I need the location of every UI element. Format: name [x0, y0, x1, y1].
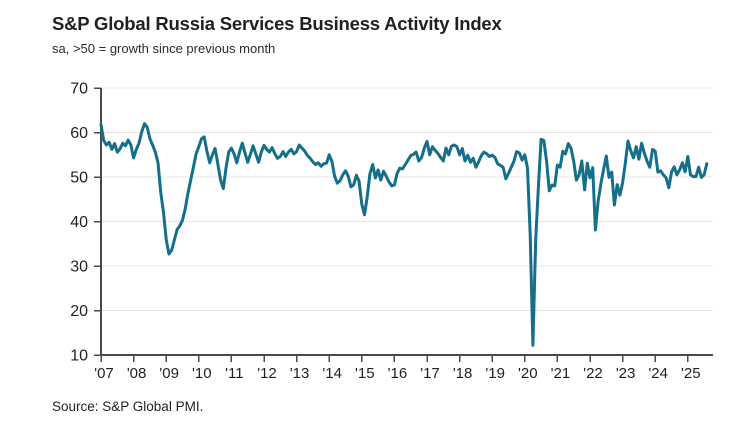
y-tick-label: 50: [70, 170, 88, 187]
series-line: [99, 122, 709, 347]
x-tick-label: '07: [94, 365, 114, 382]
y-tick-label: 30: [70, 259, 88, 276]
page-title: S&P Global Russia Services Business Acti…: [52, 13, 502, 34]
x-tick-label: '19: [485, 365, 505, 382]
x-tick-label: '23: [616, 365, 636, 382]
source-note: Source: S&P Global PMI.: [52, 399, 204, 414]
x-tick-label: '24: [648, 365, 668, 382]
x-tick-label: '09: [159, 365, 179, 382]
y-tick-label: 60: [70, 125, 88, 142]
x-tick-label: '14: [322, 365, 342, 382]
x-tick-label: '18: [453, 365, 473, 382]
y-tick-label: 40: [70, 214, 88, 231]
x-tick-label: '12: [257, 365, 277, 382]
x-tick-label: '20: [518, 365, 538, 382]
x-tick-label: '08: [127, 365, 147, 382]
x-tick-label: '17: [420, 365, 440, 382]
y-tick-label: 10: [70, 348, 88, 365]
x-tick-label: '22: [583, 365, 603, 382]
x-tick-label: '10: [192, 365, 212, 382]
x-tick-label: '11: [225, 365, 243, 382]
page-subtitle: sa, >50 = growth since previous month: [52, 41, 276, 56]
y-tick-label: 20: [70, 303, 88, 320]
x-tick-label: '16: [388, 365, 408, 382]
x-tick-label: '13: [290, 365, 310, 382]
x-tick-label: '25: [681, 365, 701, 382]
x-tick-label: '21: [551, 365, 571, 382]
y-tick-label: 70: [70, 81, 88, 98]
x-tick-label: '15: [355, 365, 375, 382]
